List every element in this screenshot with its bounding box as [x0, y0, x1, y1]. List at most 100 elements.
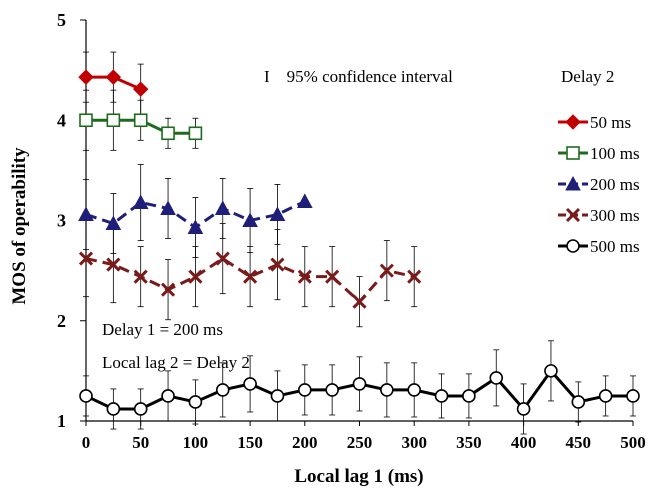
data-point-300-ms — [270, 257, 285, 272]
y-tick-label: 1 — [57, 411, 66, 431]
data-point-500-ms — [297, 383, 312, 397]
data-point-500-ms — [243, 377, 257, 391]
data-point-500-ms — [516, 402, 531, 416]
data-point-200-ms — [160, 200, 176, 215]
data-point-500-ms — [215, 383, 230, 397]
x-tick-label: 200 — [292, 433, 318, 452]
marker-stroke — [160, 282, 176, 297]
marker-stroke — [78, 251, 94, 266]
data-point-500-ms — [571, 395, 586, 409]
data-point-500-ms — [544, 364, 558, 378]
data-point-50-ms — [105, 69, 122, 85]
data-point-500-ms — [161, 389, 175, 403]
legend-title: Delay 2 — [561, 67, 614, 86]
data-point-200-ms — [105, 215, 122, 231]
data-point-500-ms — [626, 389, 640, 403]
legend-marker-100-ms — [566, 146, 580, 160]
data-point-300-ms — [297, 269, 312, 284]
marker-stroke — [133, 269, 148, 284]
legend-marker-300-ms — [565, 207, 581, 223]
data-point-300-ms — [78, 251, 94, 266]
marker-stroke — [565, 207, 581, 223]
x-tick-label: 250 — [347, 433, 373, 452]
x-axis-label: Local lag 1 (ms) — [294, 466, 423, 487]
legend-marker-50-ms — [565, 114, 581, 130]
data-point-100-ms — [133, 113, 148, 128]
data-point-200-ms — [296, 193, 313, 208]
legend: Delay 2 50 ms 100 ms 200 ms 300 ms 500 ms — [558, 67, 640, 256]
data-point-500-ms — [598, 389, 613, 403]
marker-stroke — [379, 263, 394, 278]
x-tick-label: 150 — [237, 433, 263, 452]
marker-stroke — [188, 269, 203, 284]
x-tick-label: 400 — [511, 433, 537, 452]
annotation-delay-1: Delay 1 = 200 ms — [102, 320, 223, 339]
marker-stroke — [352, 294, 367, 309]
confidence-interval-note: I 95% confidence interval — [264, 67, 453, 86]
data-point-300-ms — [407, 269, 422, 284]
x-tick-label: 450 — [566, 433, 592, 452]
data-point-200-ms — [78, 206, 94, 221]
data-point-300-ms — [243, 269, 258, 284]
annotation-local-lag-2: Local lag 2 = Delay 2 — [102, 353, 250, 372]
data-point-200-ms — [214, 200, 231, 215]
marker-stroke — [106, 257, 121, 272]
marker-stroke — [243, 269, 258, 284]
data-point-100-ms — [161, 126, 175, 141]
data-point-500-ms — [270, 389, 285, 403]
data-point-300-ms — [160, 282, 176, 297]
legend-label-50-ms: 50 ms — [590, 113, 631, 132]
data-point-300-ms — [188, 269, 203, 284]
data-point-500-ms — [133, 402, 148, 416]
data-point-500-ms — [434, 389, 449, 403]
y-tick-label: 5 — [57, 10, 66, 30]
y-tick-label: 2 — [57, 311, 66, 331]
marker-stroke — [297, 269, 312, 284]
series-layer — [78, 69, 640, 416]
data-point-300-ms — [325, 269, 340, 284]
data-point-500-ms — [79, 389, 93, 403]
data-point-300-ms — [352, 294, 367, 309]
x-tick-label: 300 — [401, 433, 427, 452]
legend-label-500-ms: 500 ms — [590, 237, 640, 256]
x-tick-label: 350 — [456, 433, 482, 452]
data-point-500-ms — [188, 395, 203, 409]
data-point-300-ms — [133, 269, 148, 284]
data-point-100-ms — [106, 113, 121, 128]
data-point-500-ms — [407, 383, 422, 397]
legend-label-100-ms: 100 ms — [590, 144, 640, 163]
data-point-300-ms — [106, 257, 121, 272]
marker-stroke — [325, 269, 340, 284]
data-point-500-ms — [325, 383, 339, 397]
data-point-100-ms — [79, 113, 93, 128]
legend-label-300-ms: 300 ms — [590, 206, 640, 225]
legend-marker-200-ms — [565, 175, 581, 191]
y-tick-label: 4 — [57, 110, 66, 130]
y-tick-label: 3 — [57, 211, 66, 231]
data-point-200-ms — [132, 194, 149, 209]
legend-marker-500-ms — [566, 239, 580, 253]
data-point-300-ms — [379, 263, 394, 278]
x-tick-label: 50 — [132, 433, 149, 452]
x-tick-label: 0 — [82, 433, 91, 452]
data-point-500-ms — [462, 389, 476, 403]
data-point-200-ms — [242, 212, 258, 227]
data-point-500-ms — [380, 383, 394, 397]
data-point-100-ms — [188, 126, 203, 141]
legend-label-200-ms: 200 ms — [590, 175, 640, 194]
data-point-200-ms — [269, 206, 286, 221]
x-tick-label: 100 — [183, 433, 209, 452]
data-point-50-ms — [132, 81, 149, 97]
marker-stroke — [215, 251, 230, 266]
data-point-300-ms — [215, 251, 230, 266]
marker-stroke — [270, 257, 285, 272]
data-point-50-ms — [78, 69, 94, 85]
data-point-500-ms — [352, 377, 367, 391]
x-tick-label: 500 — [620, 433, 646, 452]
data-point-500-ms — [106, 402, 121, 416]
data-point-500-ms — [489, 371, 504, 385]
y-axis-label: MOS of operability — [9, 147, 30, 305]
data-point-200-ms — [187, 219, 204, 235]
